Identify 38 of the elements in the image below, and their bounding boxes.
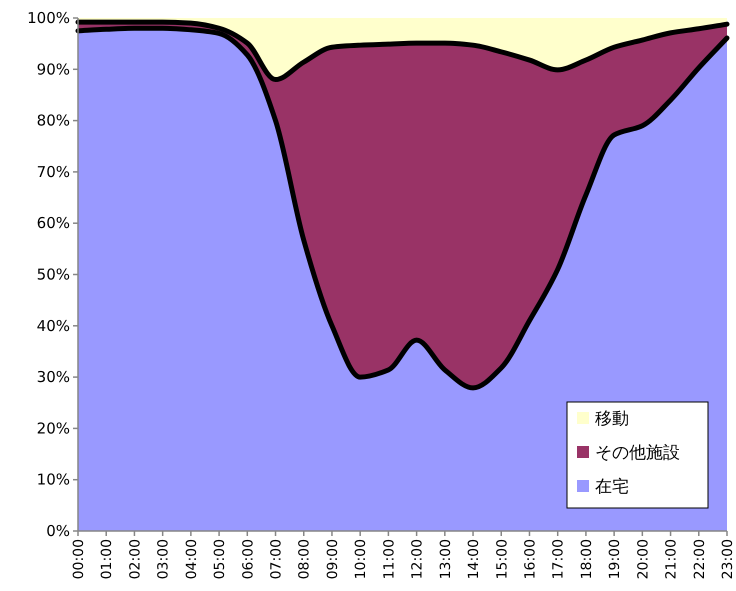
y-tick-label: 90% [36, 60, 70, 78]
x-tick-label: 02:00 [127, 539, 144, 580]
x-tick-label: 19:00 [607, 539, 624, 580]
x-tick-label: 04:00 [184, 539, 200, 580]
x-tick-label: 00:00 [71, 539, 87, 580]
x-tick-label: 12:00 [410, 539, 426, 580]
x-tick-label: 11:00 [381, 539, 398, 580]
y-tick-label: 70% [36, 162, 70, 181]
x-tick-label: 16:00 [522, 539, 538, 580]
x-tick-label: 20:00 [635, 539, 652, 580]
x-tick-label: 06:00 [240, 539, 256, 580]
x-tick-label: 05:00 [212, 539, 228, 580]
x-tick-label: 23:00 [720, 539, 736, 580]
y-tick-label: 80% [36, 112, 70, 130]
x-tick-label: 08:00 [296, 539, 313, 580]
legend-label: その他施設 [595, 443, 680, 463]
y-tick-label: 30% [36, 368, 70, 386]
y-tick-label: 10% [36, 470, 70, 489]
y-tick-label: 40% [36, 316, 70, 335]
legend-label: 移動 [595, 409, 629, 429]
x-tick-label: 01:00 [99, 539, 116, 580]
x-tick-label: 03:00 [156, 539, 172, 580]
y-tick-label: 60% [36, 214, 70, 232]
x-tick-label: 18:00 [578, 539, 595, 580]
x-tick-label: 09:00 [324, 539, 341, 580]
legend-label: 在宅 [595, 477, 629, 497]
x-tick-label: 17:00 [550, 539, 567, 580]
x-tick-label: 14:00 [466, 539, 482, 580]
x-tick-label: 07:00 [268, 539, 285, 580]
x-tick-label: 15:00 [494, 539, 510, 580]
y-tick-label: 20% [36, 419, 70, 438]
y-tick-label: 0% [46, 522, 70, 540]
y-tick-label: 100% [27, 9, 70, 27]
x-tick-label: 21:00 [664, 539, 680, 580]
x-tick-label: 13:00 [438, 539, 454, 580]
y-tick-label: 50% [36, 266, 70, 284]
x-tick-label: 10:00 [353, 539, 370, 580]
x-tick-label: 22:00 [692, 539, 708, 580]
